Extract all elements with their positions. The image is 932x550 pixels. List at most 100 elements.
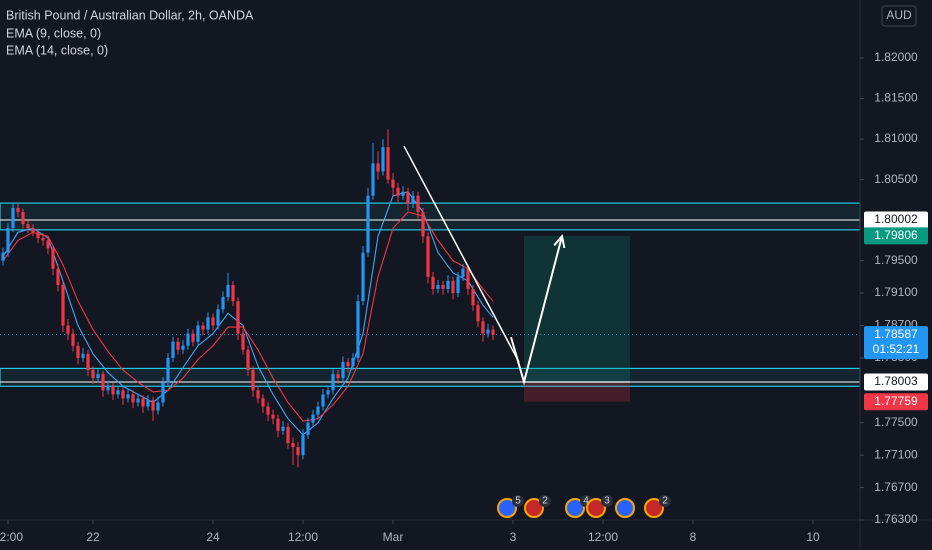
countdown: 01:52:21	[873, 342, 920, 356]
candle-body	[301, 434, 305, 456]
y-tick-label: 1.80500	[874, 172, 918, 186]
currency[interactable]: AUD	[886, 8, 912, 22]
candle-body	[61, 284, 65, 326]
y-tick-label: 1.79500	[874, 253, 918, 267]
candle-body	[6, 228, 10, 253]
candle-body	[291, 443, 295, 448]
candle-body	[316, 406, 320, 415]
zone	[0, 367, 861, 387]
candle-body	[181, 345, 185, 350]
candle-body	[81, 353, 85, 358]
candle-body	[176, 341, 180, 350]
stop-label-box	[864, 393, 928, 411]
position-target	[524, 235, 630, 382]
candle-body	[86, 353, 90, 371]
candle-body	[261, 398, 265, 407]
x-tick-label: 8	[690, 530, 697, 544]
candle-body	[66, 325, 70, 334]
y-tick-label: 1.76700	[874, 480, 918, 494]
candle-body	[101, 374, 105, 391]
candle-body	[1, 252, 5, 261]
candle-body	[341, 361, 345, 379]
indicator-label: EMA (14, close, 0)	[6, 43, 108, 57]
candle-body	[336, 374, 340, 379]
candle-body	[471, 289, 475, 306]
candle-body	[31, 228, 35, 233]
event-badge	[601, 495, 613, 507]
candle-body	[466, 268, 470, 290]
candle-body	[296, 447, 300, 456]
candle-body	[41, 237, 45, 241]
event-icon	[497, 498, 517, 518]
candle-body	[131, 394, 135, 403]
candle-body	[71, 333, 75, 346]
candle-body	[321, 394, 325, 407]
candle-body	[166, 357, 170, 383]
candle-body	[421, 212, 425, 237]
candle-body	[266, 406, 270, 415]
candle-body	[136, 398, 140, 403]
candle-body	[406, 191, 410, 204]
candle-body	[76, 345, 80, 358]
ema-line	[2, 191, 494, 436]
zone	[0, 202, 861, 231]
candle-body	[231, 284, 235, 302]
candle-body	[156, 402, 160, 411]
candle-body	[226, 284, 230, 298]
candle-body	[491, 329, 495, 335]
event-icon	[586, 498, 606, 518]
candle-body	[311, 414, 315, 423]
event-count: 2	[542, 496, 548, 507]
candle-body	[431, 276, 435, 290]
candle-body	[381, 147, 385, 172]
candle-body	[211, 317, 215, 326]
candle-body	[276, 418, 280, 431]
candle-body	[416, 195, 420, 213]
candle-body	[411, 195, 415, 204]
candle-body	[21, 212, 25, 225]
candle-body	[371, 163, 375, 196]
candle-body	[306, 422, 310, 435]
event-badge	[512, 495, 524, 507]
candle-body	[446, 280, 450, 290]
position-stop	[524, 381, 630, 402]
candle-body	[391, 179, 395, 188]
currency-box[interactable]	[881, 5, 917, 27]
candle-body	[106, 386, 110, 391]
candle-body	[441, 284, 445, 290]
candle-body	[351, 357, 355, 367]
candle-body	[56, 268, 60, 285]
event-count: 4	[583, 496, 589, 507]
y-tick-label: 1.77500	[874, 415, 918, 429]
event-icon	[615, 498, 635, 518]
plot	[0, 129, 861, 468]
x-tick-label: 12:00	[588, 530, 618, 544]
candle-body	[11, 207, 15, 229]
ema-line	[2, 211, 494, 422]
candle-body	[476, 305, 480, 322]
candle-body	[241, 333, 245, 350]
candle-body	[356, 301, 360, 358]
candle-body	[111, 386, 115, 395]
candle-body	[361, 252, 365, 302]
y-tick-label: 1.82000	[874, 50, 918, 64]
candle-body	[151, 400, 155, 411]
candle-body	[286, 426, 290, 444]
candle-body	[346, 361, 350, 367]
candle-body	[481, 321, 485, 334]
candle-body	[396, 187, 400, 196]
candle-body	[221, 297, 225, 310]
candle-body	[161, 382, 165, 403]
x-tick-label: 12:00	[288, 530, 318, 544]
indicator-label: EMA (9, close, 0)	[6, 26, 101, 40]
y-tick-label: 1.81000	[874, 131, 918, 145]
candle-body	[376, 163, 380, 172]
candle-body	[196, 325, 200, 342]
candle-body	[401, 191, 405, 196]
candle-body	[326, 390, 330, 395]
level-label: 1.80002	[874, 212, 918, 226]
y-tick-label: 1.81500	[874, 91, 918, 105]
candle-body	[126, 394, 130, 399]
x-tick-label: 10	[806, 530, 820, 544]
